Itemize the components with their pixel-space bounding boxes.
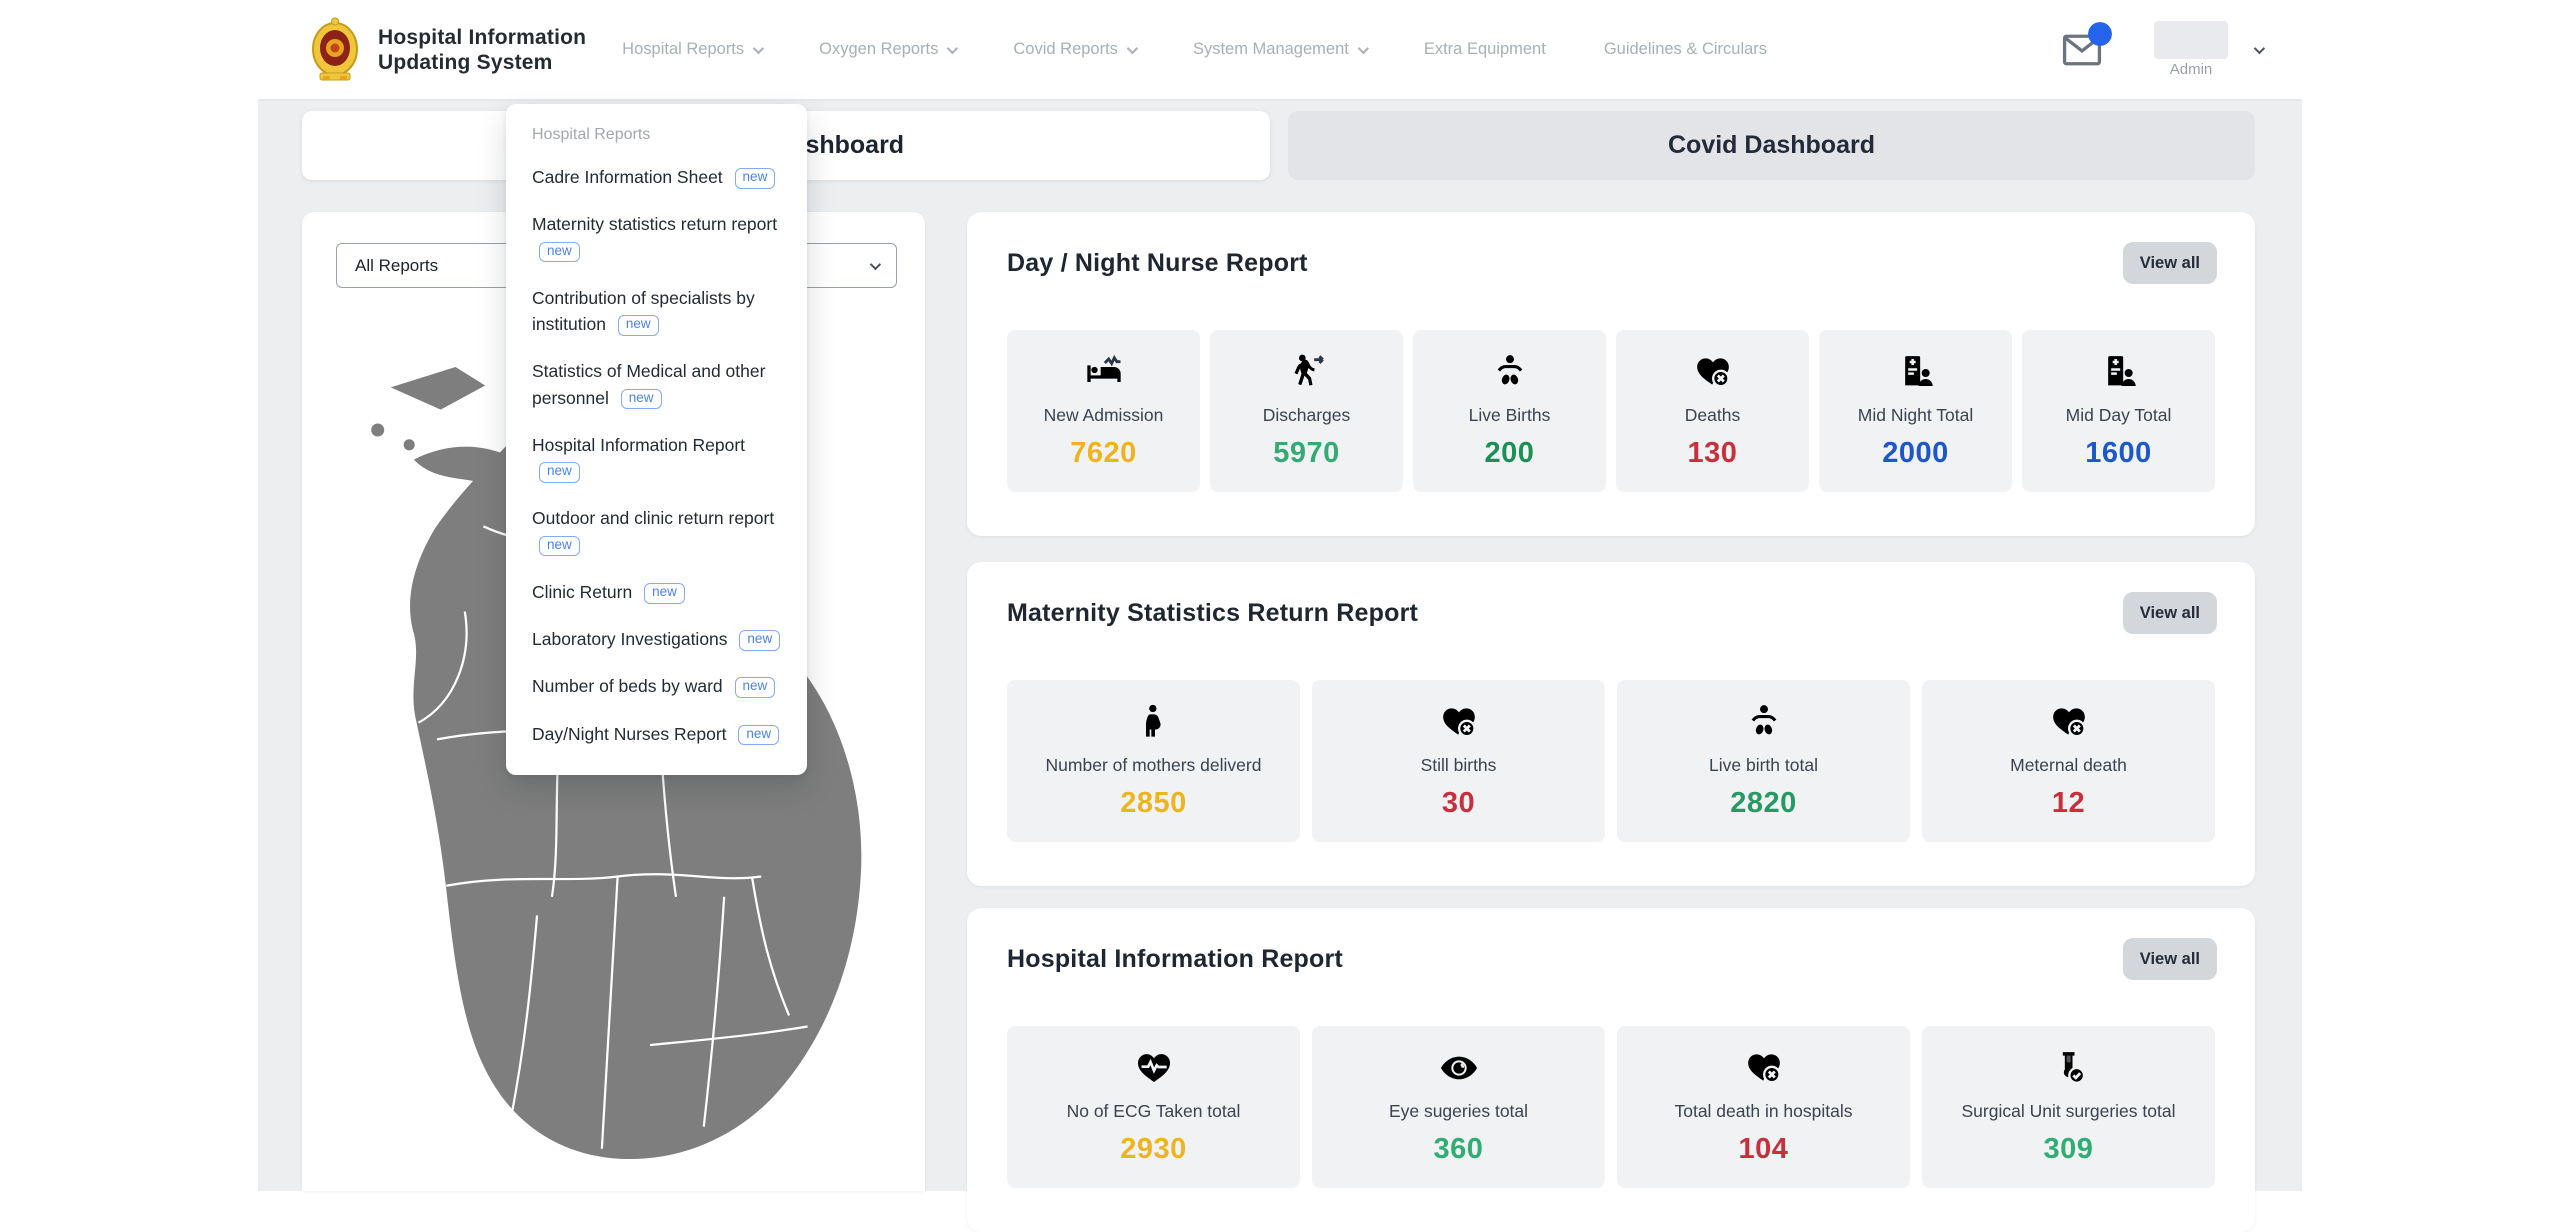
stat-tile-live-birth-total: Live birth total 2820 [1617, 680, 1910, 842]
maternity-statistics-card: Maternity Statistics Return Report View … [967, 562, 2255, 886]
menu-item-number-of-beds-by-ward[interactable]: Number of beds by ward new [532, 673, 781, 699]
stat-tile-ecg-taken: No of ECG Taken total 2930 [1007, 1026, 1300, 1188]
new-badge: new [539, 462, 580, 483]
walk-out-icon [1286, 352, 1328, 392]
reports-select-value: All Reports [355, 255, 439, 275]
stat-tile-maternal-death: Meternal death 12 [1922, 680, 2215, 842]
user-menu[interactable]: Admin [2154, 21, 2228, 78]
menu-item-laboratory-investigations[interactable]: Laboratory Investigations new [532, 626, 781, 652]
top-navbar: Hospital Information Updating System Hos… [258, 0, 2302, 101]
view-all-button[interactable]: View all [2122, 938, 2217, 980]
hospital-reports-dropdown: Hospital Reports Cadre Information Sheet… [506, 104, 807, 775]
chevron-down-icon [1357, 42, 1369, 54]
stat-tile-mothers-delivered: Number of mothers deliverd 2850 [1007, 680, 1300, 842]
view-all-button[interactable]: View all [2122, 592, 2217, 634]
nav-item-covid-reports[interactable]: Covid Reports [1013, 40, 1139, 59]
baby-icon [1489, 352, 1531, 392]
dropdown-header: Hospital Reports [532, 126, 651, 143]
ward-person-icon [2098, 352, 2140, 392]
tube-check-icon [2048, 1048, 2090, 1088]
menu-item-hospital-information-report[interactable]: Hospital Information Report new [532, 432, 781, 485]
menu-item-maternity-statistics-return-report[interactable]: Maternity statistics return report new [532, 211, 781, 264]
new-badge: new [644, 582, 685, 604]
chevron-down-icon [1126, 42, 1139, 54]
sri-lanka-emblem-logo [312, 17, 358, 80]
eye-icon [1438, 1048, 1480, 1088]
brand: Hospital Information Updating System [308, 17, 586, 83]
app-title: Hospital Information Updating System [378, 25, 586, 75]
nav-item-system-management[interactable]: System Management [1193, 40, 1369, 59]
main-nav: Hospital Reports Oxygen Reports Covid Re… [622, 40, 1767, 59]
ward-person-icon [1895, 352, 1937, 392]
chevron-down-icon [752, 42, 765, 54]
stat-tile-mid-day-total: Mid Day Total 1600 [2022, 330, 2215, 492]
nav-item-hospital-reports[interactable]: Hospital Reports [622, 40, 765, 59]
menu-item-day-night-nurses-report[interactable]: Day/Night Nurses Report new [532, 721, 781, 747]
view-all-button[interactable]: View all [2122, 242, 2217, 284]
app-title-line1: Hospital Information [378, 25, 587, 49]
pregnant-icon [1133, 702, 1175, 742]
stat-tile-eye-surgeries: Eye sugeries total 360 [1312, 1026, 1605, 1188]
stat-tile-live-births: Live Births 200 [1413, 330, 1606, 492]
new-badge: new [739, 630, 781, 651]
heart-x-icon [1438, 702, 1480, 742]
new-badge: new [734, 677, 776, 699]
avatar [2154, 21, 2228, 59]
chevron-down-icon [947, 42, 959, 54]
day-night-nurse-report-card: Day / Night Nurse Report View all New Ad… [967, 212, 2255, 536]
nav-item-guidelines-circulars[interactable]: Guidelines & Circulars [1603, 40, 1768, 58]
menu-item-cadre-information-sheet[interactable]: Cadre Information Sheet new [532, 164, 781, 190]
heart-x-icon [1743, 1048, 1785, 1088]
baby-icon [1743, 702, 1785, 742]
menu-item-outdoor-and-clinic-return-report[interactable]: Outdoor and clinic return report new [532, 505, 781, 558]
new-badge: new [738, 724, 780, 746]
new-badge: new [620, 388, 662, 410]
user-name: Admin [2169, 61, 2213, 78]
card-title: Day / Night Nurse Report [1007, 248, 1308, 277]
nav-item-extra-equipment[interactable]: Extra Equipment [1423, 40, 1546, 58]
new-badge: new [734, 168, 776, 189]
bed-pulse-icon [1083, 352, 1125, 392]
card-title: Hospital Information Report [1007, 944, 1343, 973]
card-title: Maternity Statistics Return Report [1007, 598, 1419, 627]
nav-right: Admin [2056, 21, 2266, 78]
new-badge: new [539, 241, 580, 263]
tab-covid-dashboard[interactable]: Covid Dashboard [1288, 111, 2255, 180]
menu-item-statistics-of-medical-personnel[interactable]: Statistics of Medical and other personne… [532, 361, 766, 410]
messages-button[interactable] [2056, 21, 2112, 72]
menu-item-contribution-of-specialists[interactable]: Contribution of specialists by instituti… [532, 287, 755, 336]
new-badge: new [539, 535, 580, 557]
stat-tile-total-deaths-hospitals: Total death in hospitals 104 [1617, 1026, 1910, 1188]
stat-tile-mid-night-total: Mid Night Total 2000 [1819, 330, 2012, 492]
chevron-down-icon [869, 258, 882, 270]
stat-tile-discharges: Discharges 5970 [1210, 330, 1403, 492]
stat-tile-new-admission: New Admission 7620 [1007, 330, 1200, 492]
heart-x-icon [2048, 702, 2090, 742]
stat-tile-still-births: Still births 30 [1312, 680, 1605, 842]
stat-tile-surgical-unit-surgeries: Surgical Unit surgeries total 309 [1922, 1026, 2215, 1188]
new-badge: new [617, 315, 659, 336]
chevron-down-icon[interactable] [2253, 42, 2266, 54]
notification-dot [2088, 21, 2112, 46]
menu-item-clinic-return[interactable]: Clinic Return new [532, 579, 781, 605]
heart-x-icon [1692, 352, 1734, 392]
app-title-line2: Updating System [378, 50, 553, 74]
stat-tile-deaths: Deaths 130 [1616, 330, 1809, 492]
nav-item-oxygen-reports[interactable]: Oxygen Reports [819, 40, 959, 59]
heart-pulse-icon [1133, 1048, 1175, 1088]
hospital-information-report-card: Hospital Information Report View all No … [967, 908, 2255, 1232]
